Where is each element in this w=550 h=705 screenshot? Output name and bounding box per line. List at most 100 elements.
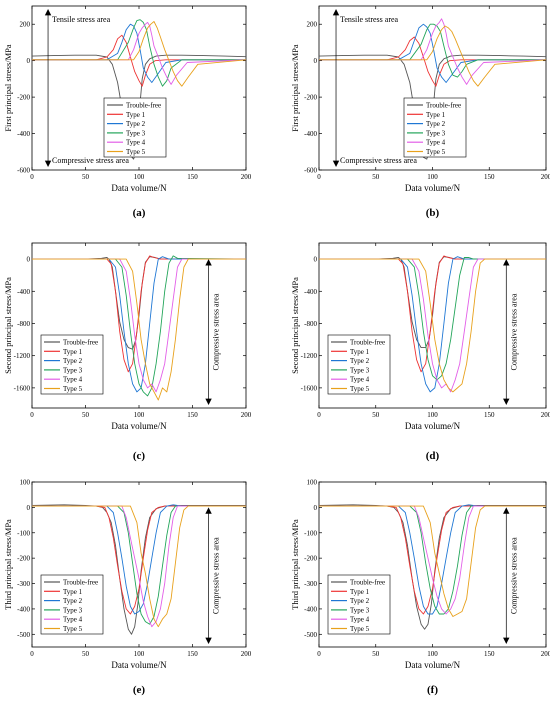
- series-line-type-4: [32, 258, 246, 393]
- legend-label: Type 3: [350, 606, 370, 614]
- x-tick-label: 0: [30, 650, 34, 658]
- legend-label: Type 1: [63, 348, 83, 356]
- annotation-tensile: Tensile stress area: [340, 15, 399, 24]
- x-tick-label: 100: [134, 173, 145, 181]
- y-tick-label: -400: [304, 288, 317, 296]
- x-tick-label: 50: [82, 173, 90, 181]
- series-line-type-3: [32, 255, 247, 397]
- x-tick-label: 100: [134, 411, 145, 419]
- y-axis-label: First principal stress/MPa: [3, 44, 13, 132]
- x-tick-label: 200: [541, 650, 550, 658]
- series-line-type-3: [32, 505, 246, 625]
- annotation-compressive: Compressive stress area: [52, 156, 129, 165]
- chart-panel-e: 0 50 100 150 200 -500 -400 -300 -200 -100 0 100 Data…: [3, 479, 252, 697]
- x-axis-label: Data volume/N: [111, 421, 167, 431]
- chart-panel-c: 0 50 100 150 200 -1600 -1200 -800 -400 0 Data volu…: [3, 242, 252, 462]
- compressive-arrowhead-top: [205, 259, 212, 266]
- series-line-type-4: [32, 21, 247, 85]
- y-tick-label: 0: [27, 256, 31, 264]
- annotation-compressive: Compressive stress area: [509, 293, 518, 370]
- legend-label: Type 4: [63, 616, 83, 624]
- y-tick-label: 0: [314, 256, 318, 264]
- y-axis-label: Third principal stress/MPa: [290, 519, 300, 610]
- series-line-type-5: [32, 258, 246, 401]
- legend-label: Type 1: [126, 111, 146, 119]
- series-line-type-2: [32, 256, 246, 393]
- legend-box: [403, 97, 467, 158]
- series-line-type-1: [32, 255, 246, 373]
- annotation-compressive: Compressive stress area: [509, 537, 518, 614]
- series-line-type-5: [319, 258, 546, 393]
- legend-label: Type 5: [126, 148, 146, 156]
- x-tick-label: 50: [372, 411, 380, 419]
- y-tick-label: -600: [17, 167, 30, 175]
- y-tick-label: -100: [304, 529, 317, 537]
- y-tick-label: 200: [307, 21, 318, 29]
- x-tick-label: 0: [30, 411, 34, 419]
- y-tick-label: -1200: [301, 352, 318, 360]
- x-tick-label: 150: [484, 650, 495, 658]
- y-axis-label: Second principal stress/MPa: [3, 277, 13, 374]
- y-tick-label: -1200: [14, 352, 31, 360]
- series-line-type-1: [319, 255, 546, 373]
- legend-label: Type 1: [63, 588, 83, 596]
- x-tick-label: 0: [317, 411, 321, 419]
- x-axis-label: Data volume/N: [405, 421, 461, 431]
- legend-label: Type 4: [126, 139, 146, 147]
- series-line-type-3: [319, 257, 546, 381]
- y-tick-label: -200: [17, 94, 30, 102]
- x-tick-label: 150: [187, 173, 198, 181]
- y-tick-label: 0: [314, 504, 318, 512]
- x-tick-label: 150: [484, 173, 495, 181]
- legend-label: Type 1: [426, 111, 446, 119]
- x-tick-label: 100: [134, 650, 145, 658]
- y-tick-label: -200: [304, 94, 317, 102]
- annotation-compressive: Compressive stress area: [212, 293, 221, 370]
- x-tick-label: 150: [484, 411, 495, 419]
- series-line-type-2: [319, 256, 546, 393]
- chart-panel-d: 0 50 100 150 200 -1600 -1200 -800 -400 0 Data volu…: [290, 242, 550, 462]
- y-tick-label: 0: [27, 57, 31, 65]
- legend-label: Type 5: [350, 385, 370, 393]
- y-tick-label: -1600: [301, 384, 318, 392]
- series-line-type-2: [319, 23, 546, 83]
- series-line-type-2: [319, 504, 546, 615]
- compressive-arrowhead-bottom: [503, 637, 510, 644]
- legend-box: [103, 97, 167, 158]
- x-tick-label: 0: [317, 650, 321, 658]
- legend-label: Trouble-free: [350, 339, 385, 347]
- y-tick-label: -300: [17, 580, 30, 588]
- panel-caption: (a): [133, 207, 146, 219]
- x-tick-label: 200: [541, 173, 550, 181]
- series-line-type-5: [32, 505, 246, 628]
- series-line-type-2: [32, 504, 246, 615]
- panel-caption: (d): [426, 450, 440, 462]
- annotation-compressive: Compressive stress area: [340, 156, 417, 165]
- y-tick-label: 0: [314, 57, 318, 65]
- chart-panel-a: 0 50 100 150 200 -600 -400 -200 0 200 Data volume/…: [3, 5, 252, 219]
- legend-label: Type 2: [126, 120, 146, 128]
- series-line-type-4: [319, 18, 547, 85]
- y-tick-label: -1600: [14, 384, 31, 392]
- legend-label: Type 4: [350, 616, 370, 624]
- y-axis-label: First principal stress/MPa: [290, 44, 300, 132]
- y-tick-label: -800: [17, 320, 30, 328]
- x-tick-label: 200: [241, 411, 252, 419]
- compressive-arrowhead-bottom: [205, 398, 212, 405]
- panel-caption: (e): [133, 684, 146, 696]
- legend-label: Type 4: [350, 376, 370, 384]
- x-tick-label: 200: [241, 650, 252, 658]
- compressive-arrowhead-bottom: [503, 398, 510, 405]
- y-tick-label: -400: [17, 288, 30, 296]
- series-line-type-5: [32, 21, 247, 87]
- legend-label: Type 2: [350, 597, 370, 605]
- panel-caption: (f): [427, 684, 438, 696]
- legend-label: Type 3: [426, 129, 446, 137]
- x-axis-label: Data volume/N: [405, 660, 461, 670]
- panel-caption: (c): [133, 450, 146, 462]
